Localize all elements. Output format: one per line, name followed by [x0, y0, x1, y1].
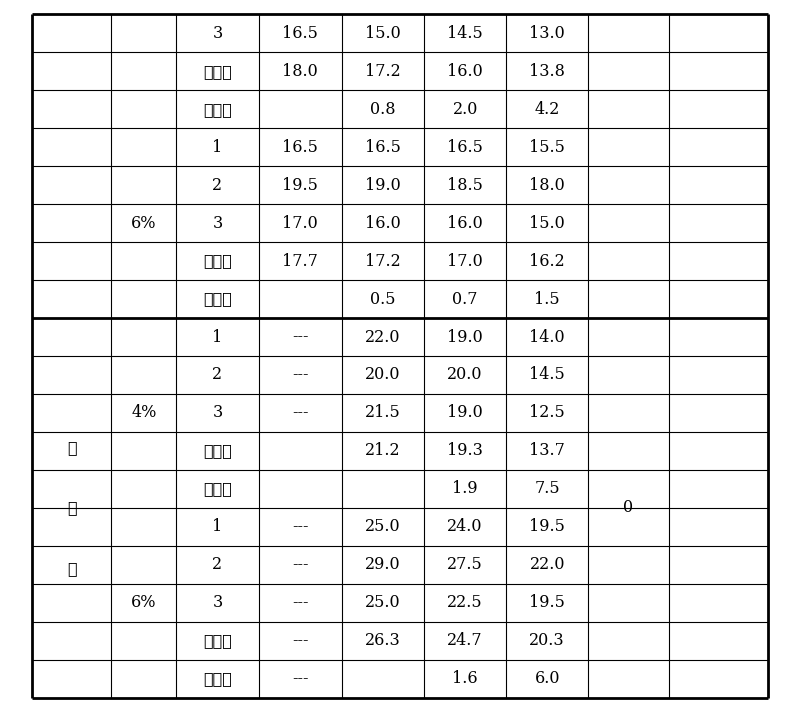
Text: 16.0: 16.0: [365, 214, 401, 231]
Text: 17.2: 17.2: [365, 63, 401, 80]
Text: ---: ---: [292, 518, 309, 535]
Text: ---: ---: [292, 670, 309, 687]
Text: 19.3: 19.3: [447, 442, 483, 459]
Text: 14.0: 14.0: [530, 328, 565, 345]
Text: 15.0: 15.0: [365, 25, 401, 42]
Text: 22.0: 22.0: [366, 328, 401, 345]
Text: 17.0: 17.0: [447, 253, 483, 270]
Text: 19.5: 19.5: [282, 177, 318, 194]
Text: 29.0: 29.0: [366, 556, 401, 573]
Text: 2.0: 2.0: [453, 100, 478, 117]
Text: 24.7: 24.7: [447, 632, 483, 649]
Text: 1: 1: [212, 518, 222, 535]
Text: 18.0: 18.0: [530, 177, 565, 194]
Text: 腥: 腥: [67, 501, 77, 515]
Text: 13.8: 13.8: [530, 63, 565, 80]
Text: 1.6: 1.6: [452, 670, 478, 687]
Text: ---: ---: [292, 404, 309, 422]
Text: 16.5: 16.5: [282, 25, 318, 42]
Text: 25.0: 25.0: [366, 518, 401, 535]
Text: 3: 3: [212, 25, 222, 42]
Text: ---: ---: [292, 328, 309, 345]
Text: 2: 2: [213, 177, 222, 194]
Text: 19.0: 19.0: [447, 404, 483, 422]
Text: 21.5: 21.5: [365, 404, 401, 422]
Text: 13.0: 13.0: [530, 25, 565, 42]
Text: 减少値: 减少値: [203, 671, 232, 686]
Text: 27.5: 27.5: [447, 556, 483, 573]
Text: 2: 2: [213, 556, 222, 573]
Text: 菌: 菌: [67, 439, 77, 455]
Text: 19.5: 19.5: [530, 595, 565, 612]
Text: 0.7: 0.7: [452, 290, 478, 308]
Text: 13.7: 13.7: [530, 442, 565, 459]
Text: 17.7: 17.7: [282, 253, 318, 270]
Text: 3: 3: [212, 404, 222, 422]
Text: 减少値: 减少値: [203, 481, 232, 496]
Text: 3: 3: [212, 214, 222, 231]
Text: 22.0: 22.0: [530, 556, 565, 573]
Text: 18.0: 18.0: [282, 63, 318, 80]
Text: 褐: 褐: [67, 561, 77, 576]
Text: 22.5: 22.5: [447, 595, 483, 612]
Text: ---: ---: [292, 556, 309, 573]
Text: 18.5: 18.5: [447, 177, 483, 194]
Text: 14.5: 14.5: [530, 367, 565, 384]
Text: 3: 3: [212, 595, 222, 612]
Text: 15.5: 15.5: [530, 139, 565, 156]
Text: 平均値: 平均値: [203, 633, 232, 649]
Text: ---: ---: [292, 367, 309, 384]
Text: 17.2: 17.2: [365, 253, 401, 270]
Text: 16.2: 16.2: [530, 253, 565, 270]
Text: 减少値: 减少値: [203, 102, 232, 117]
Text: 17.0: 17.0: [282, 214, 318, 231]
Text: 12.5: 12.5: [530, 404, 565, 422]
Text: 7.5: 7.5: [534, 481, 560, 498]
Text: 16.5: 16.5: [447, 139, 483, 156]
Text: 1: 1: [212, 328, 222, 345]
Text: 6%: 6%: [131, 595, 157, 612]
Text: 16.0: 16.0: [447, 63, 483, 80]
Text: 15.0: 15.0: [530, 214, 565, 231]
Text: 0.5: 0.5: [370, 290, 396, 308]
Text: 26.3: 26.3: [365, 632, 401, 649]
Text: 平均値: 平均値: [203, 444, 232, 459]
Text: 20.3: 20.3: [530, 632, 565, 649]
Text: 14.5: 14.5: [447, 25, 483, 42]
Text: 1.9: 1.9: [452, 481, 478, 498]
Text: 24.0: 24.0: [447, 518, 483, 535]
Text: 0: 0: [623, 499, 634, 516]
Text: 平均値: 平均値: [203, 253, 232, 268]
Text: 2: 2: [213, 367, 222, 384]
Text: 16.5: 16.5: [365, 139, 401, 156]
Text: 16.5: 16.5: [282, 139, 318, 156]
Text: ---: ---: [292, 632, 309, 649]
Text: 20.0: 20.0: [366, 367, 401, 384]
Text: 6%: 6%: [131, 214, 157, 231]
Text: 1.5: 1.5: [534, 290, 560, 308]
Text: 平均値: 平均値: [203, 63, 232, 79]
Text: 19.0: 19.0: [447, 328, 483, 345]
Text: 19.5: 19.5: [530, 518, 565, 535]
Text: 25.0: 25.0: [366, 595, 401, 612]
Text: 19.0: 19.0: [365, 177, 401, 194]
Text: 4.2: 4.2: [534, 100, 560, 117]
Text: ---: ---: [292, 595, 309, 612]
Text: 20.0: 20.0: [447, 367, 483, 384]
Text: 4%: 4%: [131, 404, 157, 422]
Text: 21.2: 21.2: [366, 442, 401, 459]
Text: 减少値: 减少値: [203, 291, 232, 307]
Text: 1: 1: [212, 139, 222, 156]
Text: 16.0: 16.0: [447, 214, 483, 231]
Text: 6.0: 6.0: [534, 670, 560, 687]
Text: 0.8: 0.8: [370, 100, 396, 117]
